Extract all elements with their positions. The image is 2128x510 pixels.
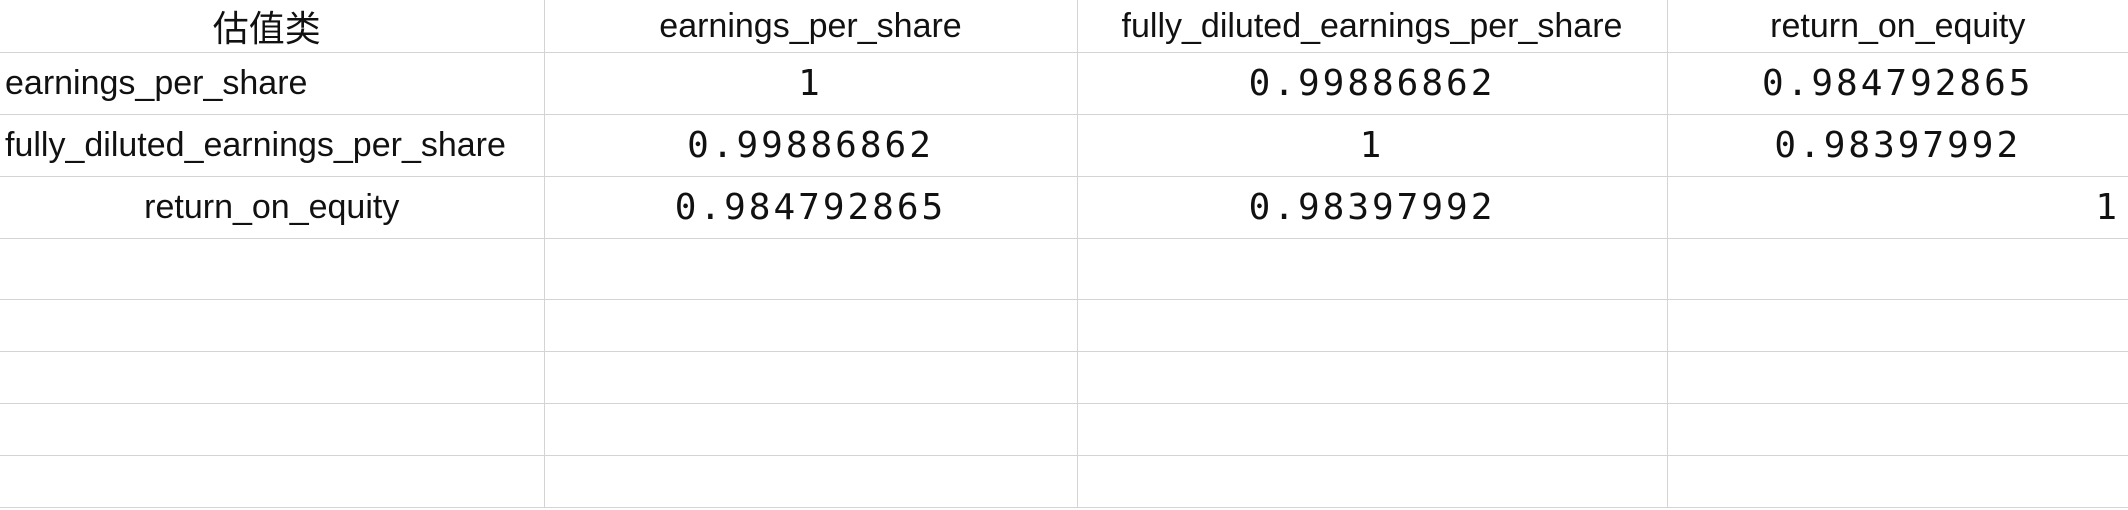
empty-cell[interactable] [1666, 299, 2128, 352]
value-cell[interactable]: 1 [1666, 176, 2128, 239]
empty-cell[interactable] [1076, 238, 1668, 300]
table-row: earnings_per_share 1 0.99886862 0.984792… [0, 52, 2128, 115]
empty-cell[interactable] [0, 403, 545, 456]
empty-cell[interactable] [1076, 351, 1668, 404]
value-cell[interactable]: 0.98397992 [1666, 114, 2128, 177]
empty-row [0, 455, 2128, 508]
empty-cell[interactable] [1666, 238, 2128, 300]
table-row: fully_diluted_earnings_per_share 0.99886… [0, 114, 2128, 177]
empty-row [0, 299, 2128, 352]
row-label-cell[interactable]: return_on_equity [0, 176, 545, 239]
empty-cell[interactable] [543, 351, 1078, 404]
empty-row [0, 238, 2128, 300]
empty-cell[interactable] [1076, 403, 1668, 456]
empty-cell[interactable] [0, 455, 545, 508]
empty-row [0, 403, 2128, 456]
empty-cell[interactable] [543, 299, 1078, 352]
empty-cell[interactable] [0, 351, 545, 404]
header-cell-fully-diluted-earnings-per-share[interactable]: fully_diluted_earnings_per_share [1076, 0, 1668, 53]
empty-cell[interactable] [1666, 403, 2128, 456]
header-cell-return-on-equity[interactable]: return_on_equity [1666, 0, 2128, 53]
empty-cell[interactable] [1076, 299, 1668, 352]
value-cell[interactable]: 0.99886862 [543, 114, 1078, 177]
row-label-cell[interactable]: earnings_per_share [0, 52, 545, 115]
empty-cell[interactable] [543, 455, 1078, 508]
row-label-cell[interactable]: fully_diluted_earnings_per_share [0, 114, 545, 177]
empty-cell[interactable] [1666, 351, 2128, 404]
empty-cell[interactable] [0, 238, 545, 300]
header-corner-cell[interactable]: 估值类 [0, 0, 545, 53]
header-row: 估值类 earnings_per_share fully_diluted_ear… [0, 0, 2128, 53]
header-cell-earnings-per-share[interactable]: earnings_per_share [543, 0, 1078, 53]
value-cell[interactable]: 1 [1076, 114, 1668, 177]
empty-cell[interactable] [543, 403, 1078, 456]
table-row: return_on_equity 0.984792865 0.98397992 … [0, 176, 2128, 239]
value-cell[interactable]: 0.984792865 [1666, 52, 2128, 115]
value-cell[interactable]: 0.98397992 [1076, 176, 1668, 239]
empty-cell[interactable] [543, 238, 1078, 300]
empty-row [0, 351, 2128, 404]
empty-cell[interactable] [1666, 455, 2128, 508]
empty-cell[interactable] [0, 299, 545, 352]
value-cell[interactable]: 0.984792865 [543, 176, 1078, 239]
value-cell[interactable]: 1 [543, 52, 1078, 115]
value-cell[interactable]: 0.99886862 [1076, 52, 1668, 115]
empty-cell[interactable] [1076, 455, 1668, 508]
